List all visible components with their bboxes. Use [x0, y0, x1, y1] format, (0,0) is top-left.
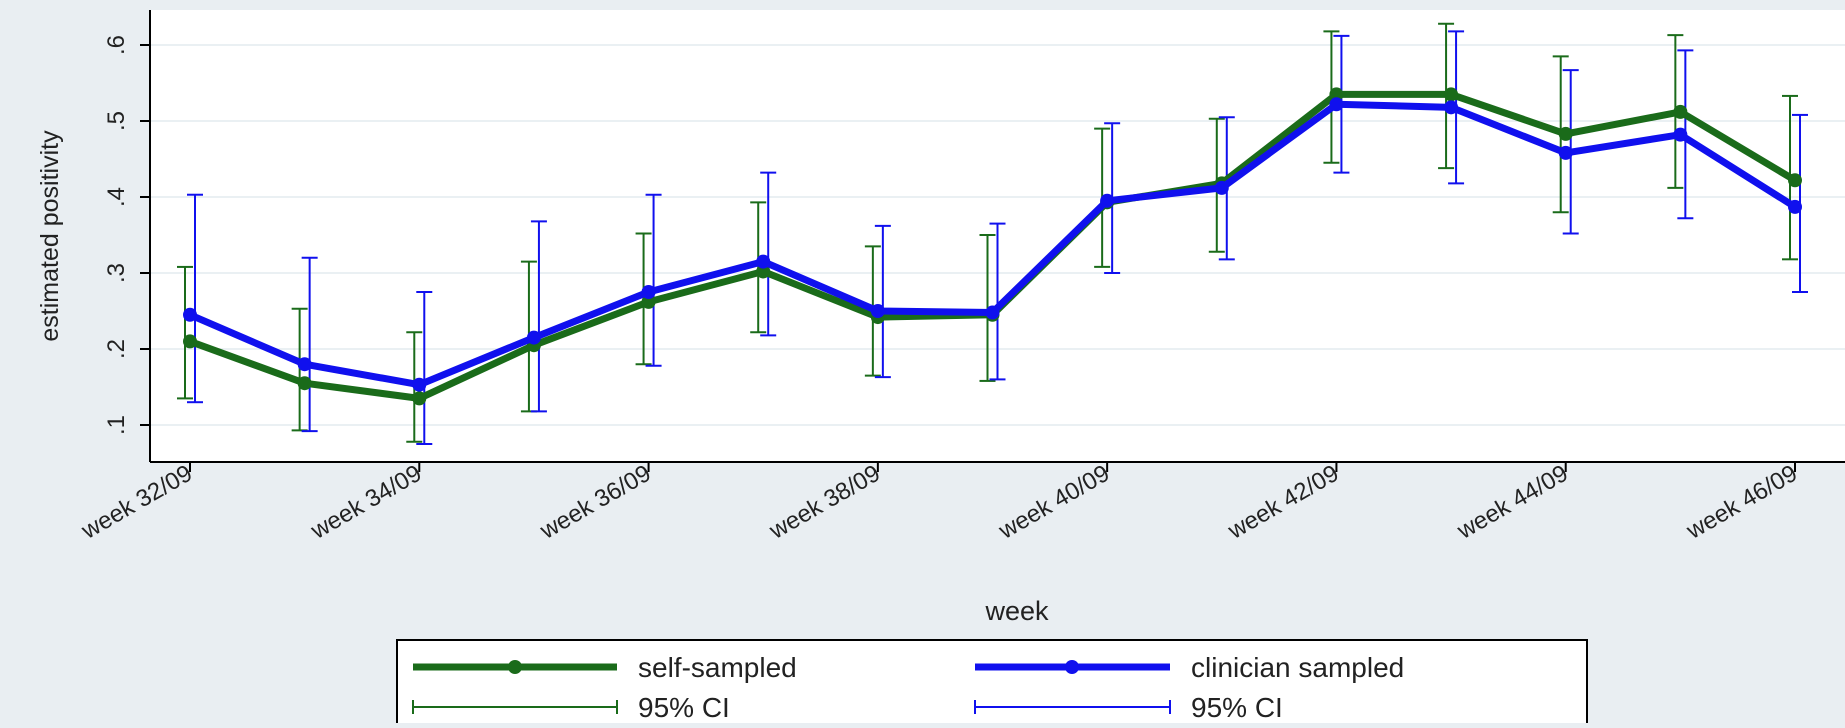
- legend-label-ci-clinician: 95% CI: [1191, 692, 1283, 723]
- legend-box: [396, 639, 1588, 728]
- series-line-group-clinician-sampled: [183, 97, 1802, 392]
- legend-item-clinician-sampled: clinician sampled: [975, 652, 1404, 683]
- data-point: [1444, 87, 1459, 102]
- data-point: [870, 304, 885, 318]
- y-axis-ticks: .1 .2 .3 .4 .5 .6: [103, 35, 150, 435]
- x-tick-label: week 36/09: [535, 460, 656, 545]
- data-point: [756, 254, 771, 269]
- y-tick-label: .3: [103, 263, 130, 283]
- x-axis-title: week: [984, 596, 1049, 626]
- data-point: [1329, 97, 1344, 112]
- y-tick-label: .2: [103, 339, 130, 359]
- x-tick-label: week 42/09: [1223, 460, 1344, 545]
- data-point: [1788, 173, 1802, 188]
- data-point: [183, 307, 197, 322]
- legend-marker-self-sampled: [508, 660, 522, 674]
- data-point: [297, 376, 312, 391]
- legend-item-ci-clinician: 95% CI: [974, 692, 1283, 723]
- data-point: [1329, 87, 1344, 102]
- data-point: [1214, 180, 1229, 195]
- legend-item-ci-self: 95% CI: [412, 692, 730, 723]
- data-point: [756, 264, 771, 279]
- legend-label-clinician-sampled: clinician sampled: [1191, 652, 1404, 683]
- data-point: [297, 357, 312, 372]
- x-tick-label: week 32/09: [76, 460, 197, 545]
- legend: self-sampled clinician sampled 95% CI 95…: [396, 639, 1588, 728]
- x-tick-label: week 46/09: [1681, 460, 1802, 545]
- x-axis-ticks: week 32/09 week 34/09 week 36/09 week 38/09…: [76, 460, 1802, 545]
- series-self-sampled: [177, 22, 1798, 443]
- legend-marker-clinician-sampled: [1065, 660, 1079, 674]
- data-point: [412, 391, 427, 406]
- legend-label-ci-self: 95% CI: [638, 692, 730, 723]
- data-point: [1673, 104, 1688, 119]
- x-tick-label: week 40/09: [993, 460, 1114, 545]
- series-layer: [177, 22, 1808, 445]
- y-axis-title: estimated positivity: [36, 130, 64, 342]
- data-point: [1558, 126, 1573, 141]
- y-tick-label: .4: [103, 187, 130, 207]
- data-point: [1558, 145, 1573, 160]
- y-tick-label: .5: [103, 111, 130, 131]
- data-point: [1444, 100, 1459, 115]
- data-point: [412, 377, 427, 392]
- x-tick-label: week 38/09: [764, 460, 885, 545]
- data-point: [1100, 193, 1115, 208]
- legend-label-self-sampled: self-sampled: [638, 652, 797, 683]
- data-point: [641, 285, 656, 299]
- data-point: [526, 330, 541, 345]
- data-point: [183, 334, 197, 349]
- data-point: [1673, 127, 1688, 142]
- x-tick-label: week 34/09: [306, 460, 427, 545]
- data-point: [985, 305, 1000, 320]
- y-tick-label: .1: [103, 415, 130, 435]
- x-tick-label: week 44/09: [1452, 460, 1573, 545]
- y-tick-label: .6: [103, 35, 130, 55]
- data-point: [641, 294, 656, 309]
- legend-item-self-sampled: self-sampled: [413, 652, 797, 683]
- data-point: [1788, 199, 1802, 214]
